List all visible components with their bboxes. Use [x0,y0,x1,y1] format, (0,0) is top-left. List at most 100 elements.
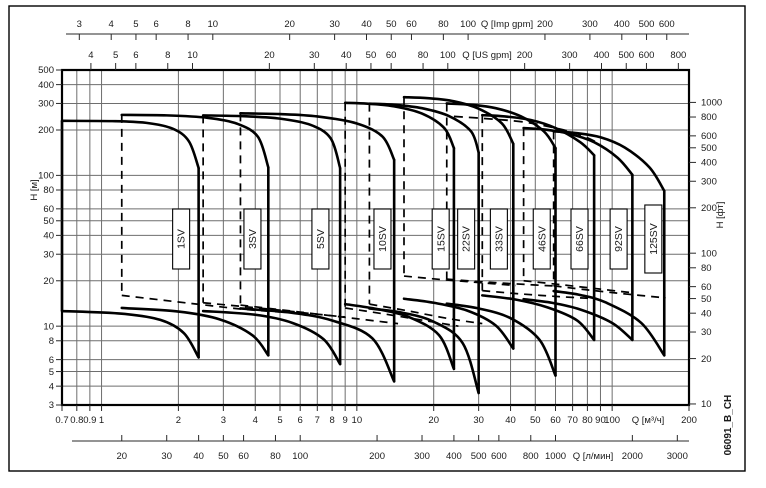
tick-label-lmin: 60 [238,451,249,462]
pump-125SV-min-flow-dashed-curve [553,285,666,299]
tick-label-imp-gpm: 80 [438,19,449,30]
pump-label-box-125SV [644,204,663,274]
tick-label-head-ft: 20 [701,354,712,365]
tick-label-head-m: 80 [43,185,54,196]
tick-label-head-m: 3 [49,400,54,411]
pump-10SV-max-head-curve [239,112,396,162]
tick-label-lmin: 600 [491,451,507,462]
pump-125SV-max-head-curve [552,130,666,193]
pump-10SV-min-flow-dashed-curve [240,304,399,325]
tick-label-m3h: 4 [253,415,258,426]
tick-label-m3h: 0.8 [70,415,83,426]
tick-label-us-gpm: 20 [264,50,275,61]
tick-label-head-m: 6 [49,355,54,366]
tick-label-us-gpm: 50 [366,50,377,61]
tick-label-lmin: 800 [523,451,539,462]
pump-3SV-max-head-curve [120,113,270,169]
axis-title-m3h: Q [м³/ч] [632,415,665,426]
tick-label-m3h: 30 [473,415,484,426]
tick-label-head-m: 40 [43,231,54,242]
pump-labels: 1SV 3SV 5SV 10SV 15SV 22SV 33SV 46SV 66SV 92SV 125… [172,204,663,274]
tick-label-head-ft: 80 [701,263,712,274]
tick-label-lmin: 100 [292,451,308,462]
tick-label-imp-gpm: 200 [537,19,553,30]
tick-label-head-ft: 1000 [701,98,722,109]
tick-label-m3h: 90 [595,415,606,426]
pump-5SV-max-head-curve [201,114,342,170]
pump-92SV-min-flow-dashed-curve [523,279,635,294]
pump-46SV-min-head-curve [445,302,557,377]
tick-label-imp-gpm: 10 [208,19,219,30]
axis-title-head-ft: H [фт] [715,202,726,229]
tick-label-us-gpm: 200 [517,50,533,61]
tick-label-head-ft: 60 [701,282,712,293]
tick-label-lmin: 30 [161,451,172,462]
pump-46SV-max-head-curve [445,102,557,150]
tick-label-head-ft: 800 [701,112,717,123]
pump-label-box-22SV [457,208,476,270]
pump-label-3SV: 3SV [247,229,259,249]
tick-label-us-gpm: 400 [594,50,610,61]
pump-label-125SV: 125SV [648,223,660,255]
tick-label-m3h: 10 [352,415,363,426]
tick-label-head-m: 5 [49,367,54,378]
pump-label-46SV: 46SV [536,226,548,252]
tick-label-head-m: 400 [38,80,54,91]
tick-label-imp-gpm: 400 [614,19,630,30]
pump-label-22SV: 22SV [461,226,473,252]
tick-label-imp-gpm: 30 [329,19,340,30]
tick-label-m3h: 0.9 [83,415,96,426]
tick-label-head-m: 20 [43,276,54,287]
axis-title-lmin: Q [л/мин] [573,451,614,462]
pump-5SV-min-flow-dashed-curve [203,301,346,318]
pump-label-box-1SV [172,208,191,270]
tick-label-imp-gpm: 100 [460,19,476,30]
pump-label-box-66SV [570,208,589,270]
tick-label-us-gpm: 800 [670,50,686,61]
tick-label-imp-gpm: 40 [361,19,372,30]
pump-label-66SV: 66SV [574,226,586,252]
tick-label-head-ft: 400 [701,158,717,169]
tick-label-m3h: 8 [329,415,334,426]
tick-label-head-m: 60 [43,204,54,215]
pump-label-box-92SV [609,208,628,270]
tick-label-us-gpm: 8 [165,50,170,61]
tick-label-imp-gpm: 4 [109,19,114,30]
tick-label-head-m: 100 [38,171,54,182]
tick-label-us-gpm: 4 [88,50,93,61]
tick-label-m3h: 60 [550,415,561,426]
tick-label-head-ft: 50 [701,294,712,305]
figure-code: 06091_B_CH [723,395,734,456]
tick-label-imp-gpm: 3 [77,19,82,30]
tick-label-lmin: 40 [193,451,204,462]
tick-label-head-m: 30 [43,249,54,260]
tick-label-head-m: 4 [49,381,54,392]
tick-label-head-m: 8 [49,336,54,347]
tick-label-head-m: 300 [38,99,54,110]
pump-15SV-min-head-curve [343,302,456,371]
tick-label-head-ft: 300 [701,176,717,187]
tick-label-m3h: 20 [428,415,439,426]
tick-label-head-m: 10 [43,321,54,332]
outer-border [8,5,746,472]
tick-label-head-ft: 600 [701,131,717,142]
pump-label-15SV: 15SV [435,226,447,252]
tick-label-head-ft: 10 [701,399,712,410]
tick-label-imp-gpm: 8 [185,19,190,30]
axis-title-imp-gpm: Q [Imp gpm] [481,19,533,30]
tick-label-m3h: 2 [176,415,181,426]
pump-33SV-min-flow-dashed-curve [403,275,517,287]
tick-label-m3h: 50 [530,415,541,426]
plot-frame [60,68,691,407]
tick-label-us-gpm: 40 [341,50,352,61]
tick-label-imp-gpm: 600 [659,19,675,30]
tick-label-lmin: 2000 [622,451,643,462]
pump-66SV-min-head-curve [480,294,596,342]
tick-label-imp-gpm: 6 [154,19,159,30]
tick-label-m3h: 1 [99,415,104,426]
tick-label-lmin: 50 [218,451,229,462]
axis-title-head-m: H [м] [29,179,40,200]
tick-label-m3h: 0.7 [55,415,68,426]
